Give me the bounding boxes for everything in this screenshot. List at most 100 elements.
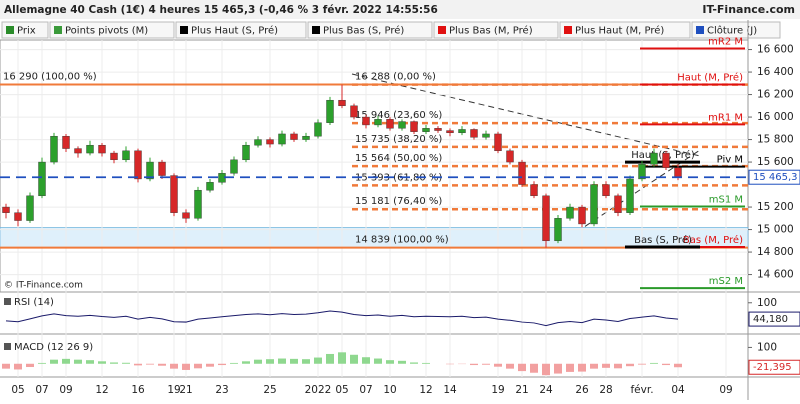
- y-tick-label: 100: [757, 341, 777, 353]
- macd-bar: [470, 364, 478, 365]
- macd-bar: [626, 364, 634, 366]
- candle-body: [411, 122, 418, 132]
- legend-label: Plus Bas (S, Pré): [323, 25, 404, 37]
- macd-bar: [2, 364, 10, 369]
- x-tick-label: févr.: [630, 384, 653, 396]
- fib-label: 15 735 (38,20 %): [355, 134, 442, 145]
- legend-item[interactable]: Prix: [2, 22, 48, 38]
- legend-label: Prix: [17, 26, 36, 37]
- macd-bar: [410, 362, 418, 363]
- candle-body: [135, 151, 142, 179]
- candle-body: [279, 134, 286, 144]
- candle-body: [519, 162, 526, 185]
- macd-bar: [314, 358, 322, 364]
- macd-bar: [182, 364, 190, 370]
- macd-bar: [278, 359, 286, 364]
- candle-body: [459, 129, 466, 132]
- y-tick-label: 16 600: [757, 44, 794, 56]
- macd-bar: [14, 364, 22, 370]
- y-tick-label: 100: [757, 297, 777, 309]
- legend-item[interactable]: Plus Haut (M, Pré): [560, 22, 690, 38]
- legend-item[interactable]: Plus Bas (M, Pré): [434, 22, 558, 38]
- candle-body: [507, 151, 514, 162]
- macd-bar: [530, 364, 538, 373]
- candle-body: [87, 145, 94, 153]
- candle-body: [603, 185, 610, 196]
- x-tick-label: 07: [35, 384, 48, 396]
- macd-bar: [290, 359, 298, 364]
- x-tick-label: 09: [719, 384, 732, 396]
- candle-body: [435, 128, 442, 130]
- candle-body: [111, 153, 118, 160]
- candle-body: [267, 140, 274, 145]
- fib-label: 15 181 (76,40 %): [355, 196, 442, 207]
- candle-body: [651, 153, 658, 164]
- x-tick-label: 26: [575, 384, 589, 396]
- macd-bar: [122, 363, 130, 364]
- candle-body: [303, 136, 310, 139]
- macd-bar: [614, 364, 622, 369]
- fib-label: 16 290 (100,00 %): [3, 71, 97, 82]
- macd-bar: [206, 364, 214, 367]
- legend-item[interactable]: Plus Haut (S, Pré): [176, 22, 306, 38]
- brand: IT-Finance.com: [702, 3, 795, 16]
- macd-bar: [326, 354, 334, 364]
- pivot-label: mR1 M: [708, 112, 743, 123]
- y-tick-label: 16 000: [757, 111, 794, 123]
- candle-body: [51, 136, 58, 162]
- legend-item[interactable]: Points pivots (M): [50, 22, 174, 38]
- candle-body: [471, 129, 478, 137]
- legend: Prix Points pivots (M) Plus Haut (S, Pré) P…: [2, 22, 780, 38]
- macd-bar: [374, 359, 382, 364]
- macd-bar: [74, 360, 82, 364]
- y-tick-label: 16 400: [757, 66, 794, 78]
- x-tick-label: 09: [59, 384, 72, 396]
- legend-swatch: [180, 26, 188, 34]
- x-tick-label: 23: [215, 384, 228, 396]
- rsi-icon: [4, 298, 11, 305]
- macd-bar: [422, 363, 430, 364]
- macd-bar: [506, 364, 514, 369]
- rsi-title: RSI (14): [14, 297, 54, 308]
- macd-title: MACD (12 26 9): [14, 342, 93, 353]
- candle-body: [675, 168, 682, 178]
- x-tick-label: 12: [419, 384, 432, 396]
- macd-bar: [26, 364, 34, 367]
- macd-bar: [50, 360, 58, 364]
- candle-body: [567, 207, 574, 218]
- macd-bar: [146, 364, 154, 365]
- legend-swatch: [54, 26, 62, 34]
- candle-body: [387, 119, 394, 128]
- macd-bar: [62, 359, 70, 364]
- candle-body: [255, 140, 262, 146]
- macd-bar: [98, 361, 106, 363]
- macd-bar: [230, 363, 238, 364]
- candle-body: [99, 145, 106, 153]
- y-tick-label: 15 600: [757, 156, 794, 168]
- x-tick-label: 16: [131, 384, 145, 396]
- legend-label: Plus Bas (M, Pré): [449, 25, 533, 37]
- candle-body: [351, 106, 358, 117]
- candle-body: [27, 196, 34, 221]
- y-tick-label: 15 000: [757, 224, 794, 236]
- macd-bar: [242, 361, 250, 363]
- macd-bar: [494, 364, 502, 367]
- candle-body: [555, 218, 562, 241]
- macd-bar: [650, 363, 658, 364]
- rsi-value-label: 44,180: [753, 314, 788, 325]
- y-tick-label: 15 200: [757, 201, 794, 213]
- macd-bar: [602, 364, 610, 368]
- title: Allemagne 40 Cash (1€) 4 heures 15 465,3…: [4, 4, 438, 16]
- macd-icon: [4, 343, 11, 350]
- legend-label: Points pivots (M): [65, 26, 148, 37]
- candle-body: [447, 131, 454, 133]
- candle-body: [339, 100, 346, 106]
- macd-bar: [254, 360, 262, 364]
- macd-bar: [350, 355, 358, 364]
- legend-item[interactable]: Plus Bas (S, Pré): [308, 22, 432, 38]
- candle-body: [183, 213, 190, 219]
- candle-body: [495, 134, 502, 151]
- macd-bar: [338, 352, 346, 363]
- x-tick-label: 28: [599, 384, 612, 396]
- candle-body: [291, 134, 298, 140]
